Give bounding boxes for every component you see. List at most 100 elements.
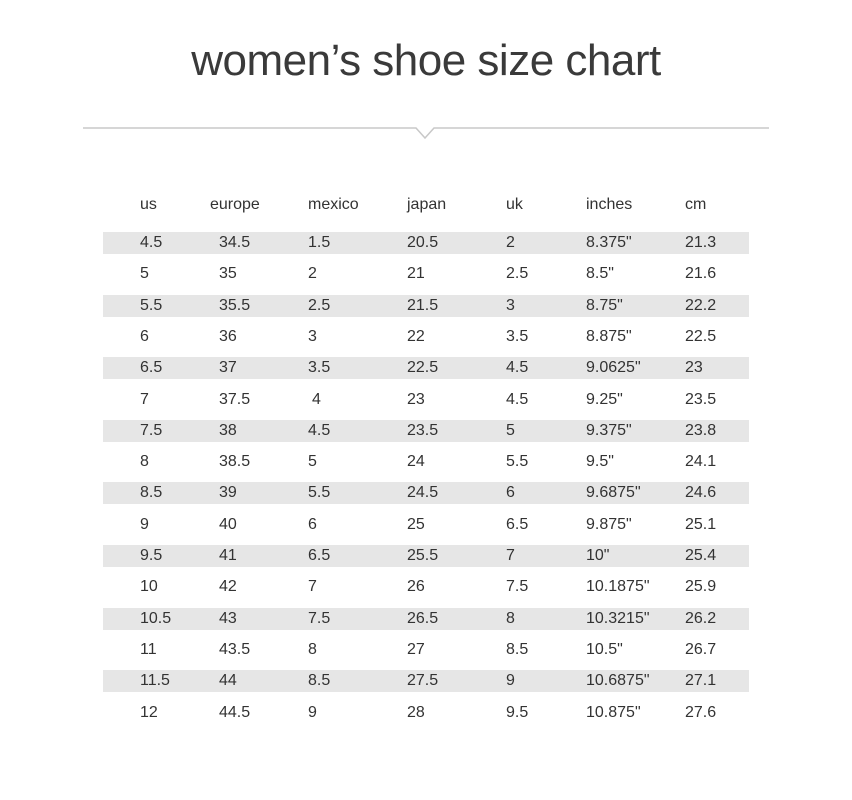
cell-japan: 26.5 bbox=[407, 609, 439, 627]
column-header-inches: inches bbox=[586, 196, 633, 213]
cell-uk: 3.5 bbox=[506, 327, 529, 345]
cell-cm: 24.1 bbox=[685, 453, 717, 471]
cell-cm: 25.9 bbox=[685, 578, 717, 596]
cell-inches: 10.5" bbox=[586, 640, 623, 658]
cell-cm: 23.5 bbox=[685, 390, 717, 408]
cell-japan: 23 bbox=[407, 390, 425, 408]
cell-mexico: 2.5 bbox=[308, 296, 331, 314]
cell-inches: 9.5" bbox=[586, 453, 614, 471]
cell-japan: 28 bbox=[407, 703, 425, 721]
cell-us: 8.5 bbox=[140, 484, 163, 502]
cell-europe: 38.5 bbox=[219, 453, 251, 471]
column-header-cm: cm bbox=[685, 196, 707, 213]
table-row: 5 35 2 21 2.5 8.5" 21.6 bbox=[103, 263, 749, 285]
table-row: 11.5 44 8.5 27.5 9 10.6875" 27.1 bbox=[103, 670, 749, 693]
cell-cm: 25.1 bbox=[685, 515, 717, 533]
cell-europe: 34.5 bbox=[219, 234, 251, 251]
cell-inches: 9.6875" bbox=[586, 484, 641, 502]
cell-uk: 4.5 bbox=[506, 390, 529, 408]
cell-japan: 22 bbox=[407, 327, 425, 345]
cell-japan: 25.5 bbox=[407, 547, 439, 564]
cell-us: 5 bbox=[140, 265, 149, 283]
cell-us: 6 bbox=[140, 327, 149, 345]
cell-mexico: 5.5 bbox=[308, 484, 331, 502]
cell-inches: 8.375" bbox=[586, 234, 632, 251]
table-row: 7 37.5 4 23 4.5 9.25" 23.5 bbox=[103, 389, 749, 411]
cell-us: 11.5 bbox=[140, 672, 170, 690]
cell-us: 8 bbox=[140, 453, 149, 471]
cell-mexico: 8.5 bbox=[308, 672, 331, 690]
table-row: 6 36 3 22 3.5 8.875" 22.5 bbox=[103, 326, 749, 348]
cell-inches: 10.1875" bbox=[586, 578, 650, 596]
table-row: 4.5 34.5 1.5 20.5 2 8.375" 21.3 bbox=[103, 232, 749, 254]
cell-inches: 10.875" bbox=[586, 703, 641, 721]
cell-uk: 2.5 bbox=[506, 265, 529, 283]
cell-japan: 23.5 bbox=[407, 421, 439, 439]
cell-inches: 9.0625" bbox=[586, 359, 641, 377]
cell-cm: 21.6 bbox=[685, 265, 717, 283]
cell-mexico: 7 bbox=[308, 578, 317, 596]
page-title: women’s shoe size chart bbox=[191, 36, 661, 85]
cell-europe: 38 bbox=[219, 421, 237, 439]
cell-cm: 25.4 bbox=[685, 547, 717, 564]
cell-us: 12 bbox=[140, 703, 158, 721]
title-divider bbox=[83, 127, 769, 140]
cell-mexico: 9 bbox=[308, 703, 317, 721]
table-row: 10 42 7 26 7.5 10.1875" 25.9 bbox=[103, 576, 749, 598]
cell-cm: 22.5 bbox=[685, 327, 717, 345]
cell-europe: 41 bbox=[219, 547, 237, 564]
cell-uk: 4.5 bbox=[506, 359, 529, 377]
cell-us: 9.5 bbox=[140, 547, 163, 564]
cell-uk: 5 bbox=[506, 421, 515, 439]
table-row: 11 43.5 8 27 8.5 10.5" 26.7 bbox=[103, 639, 749, 661]
table-row: 12 44.5 9 28 9.5 10.875" 27.6 bbox=[103, 702, 749, 724]
cell-europe: 36 bbox=[219, 327, 237, 345]
table-row: 10.5 43 7.5 26.5 8 10.3215" 26.2 bbox=[103, 607, 749, 630]
cell-us: 10 bbox=[140, 578, 158, 596]
cell-mexico: 8 bbox=[308, 640, 317, 658]
cell-japan: 22.5 bbox=[407, 359, 439, 377]
cell-europe: 39 bbox=[219, 484, 237, 502]
table-row: 5.5 35.5 2.5 21.5 3 8.75" 22.2 bbox=[103, 294, 749, 317]
cell-cm: 24.6 bbox=[685, 484, 717, 502]
cell-mexico: 7.5 bbox=[308, 609, 331, 627]
cell-europe: 40 bbox=[219, 515, 237, 533]
cell-japan: 20.5 bbox=[407, 234, 439, 251]
cell-inches: 8.875" bbox=[586, 327, 632, 345]
cell-us: 9 bbox=[140, 515, 149, 533]
cell-europe: 43.5 bbox=[219, 640, 251, 658]
cell-uk: 8.5 bbox=[506, 640, 529, 658]
table-row: 6.5 37 3.5 22.5 4.5 9.0625" 23 bbox=[103, 357, 749, 380]
cell-us: 6.5 bbox=[140, 359, 163, 377]
cell-europe: 35 bbox=[219, 265, 237, 283]
cell-cm: 23.8 bbox=[685, 421, 717, 439]
cell-japan: 25 bbox=[407, 515, 425, 533]
cell-mexico: 4 bbox=[312, 390, 321, 408]
cell-europe: 44 bbox=[219, 672, 237, 690]
cell-uk: 7 bbox=[506, 547, 515, 564]
cell-japan: 26 bbox=[407, 578, 425, 596]
column-header-uk: uk bbox=[506, 196, 523, 213]
cell-us: 10.5 bbox=[140, 609, 172, 627]
cell-uk: 2 bbox=[506, 234, 515, 251]
cell-mexico: 4.5 bbox=[308, 421, 331, 439]
cell-japan: 24.5 bbox=[407, 484, 439, 502]
cell-europe: 37 bbox=[219, 359, 237, 377]
cell-cm: 23 bbox=[685, 359, 703, 377]
cell-mexico: 5 bbox=[308, 453, 317, 471]
cell-inches: 9.875" bbox=[586, 515, 632, 533]
cell-uk: 6 bbox=[506, 484, 515, 502]
cell-uk: 9.5 bbox=[506, 703, 529, 721]
column-header-us: us bbox=[140, 196, 157, 213]
table-row: 8.5 39 5.5 24.5 6 9.6875" 24.6 bbox=[103, 482, 749, 505]
cell-europe: 37.5 bbox=[219, 390, 251, 408]
cell-japan: 27.5 bbox=[407, 672, 439, 690]
cell-cm: 22.2 bbox=[685, 296, 717, 314]
cell-mexico: 6 bbox=[308, 515, 317, 533]
cell-europe: 43 bbox=[219, 609, 237, 627]
cell-mexico: 6.5 bbox=[308, 547, 331, 564]
cell-inches: 8.5" bbox=[586, 265, 614, 283]
cell-mexico: 2 bbox=[308, 265, 317, 283]
cell-us: 4.5 bbox=[140, 234, 163, 251]
column-header-mexico: mexico bbox=[308, 196, 359, 213]
